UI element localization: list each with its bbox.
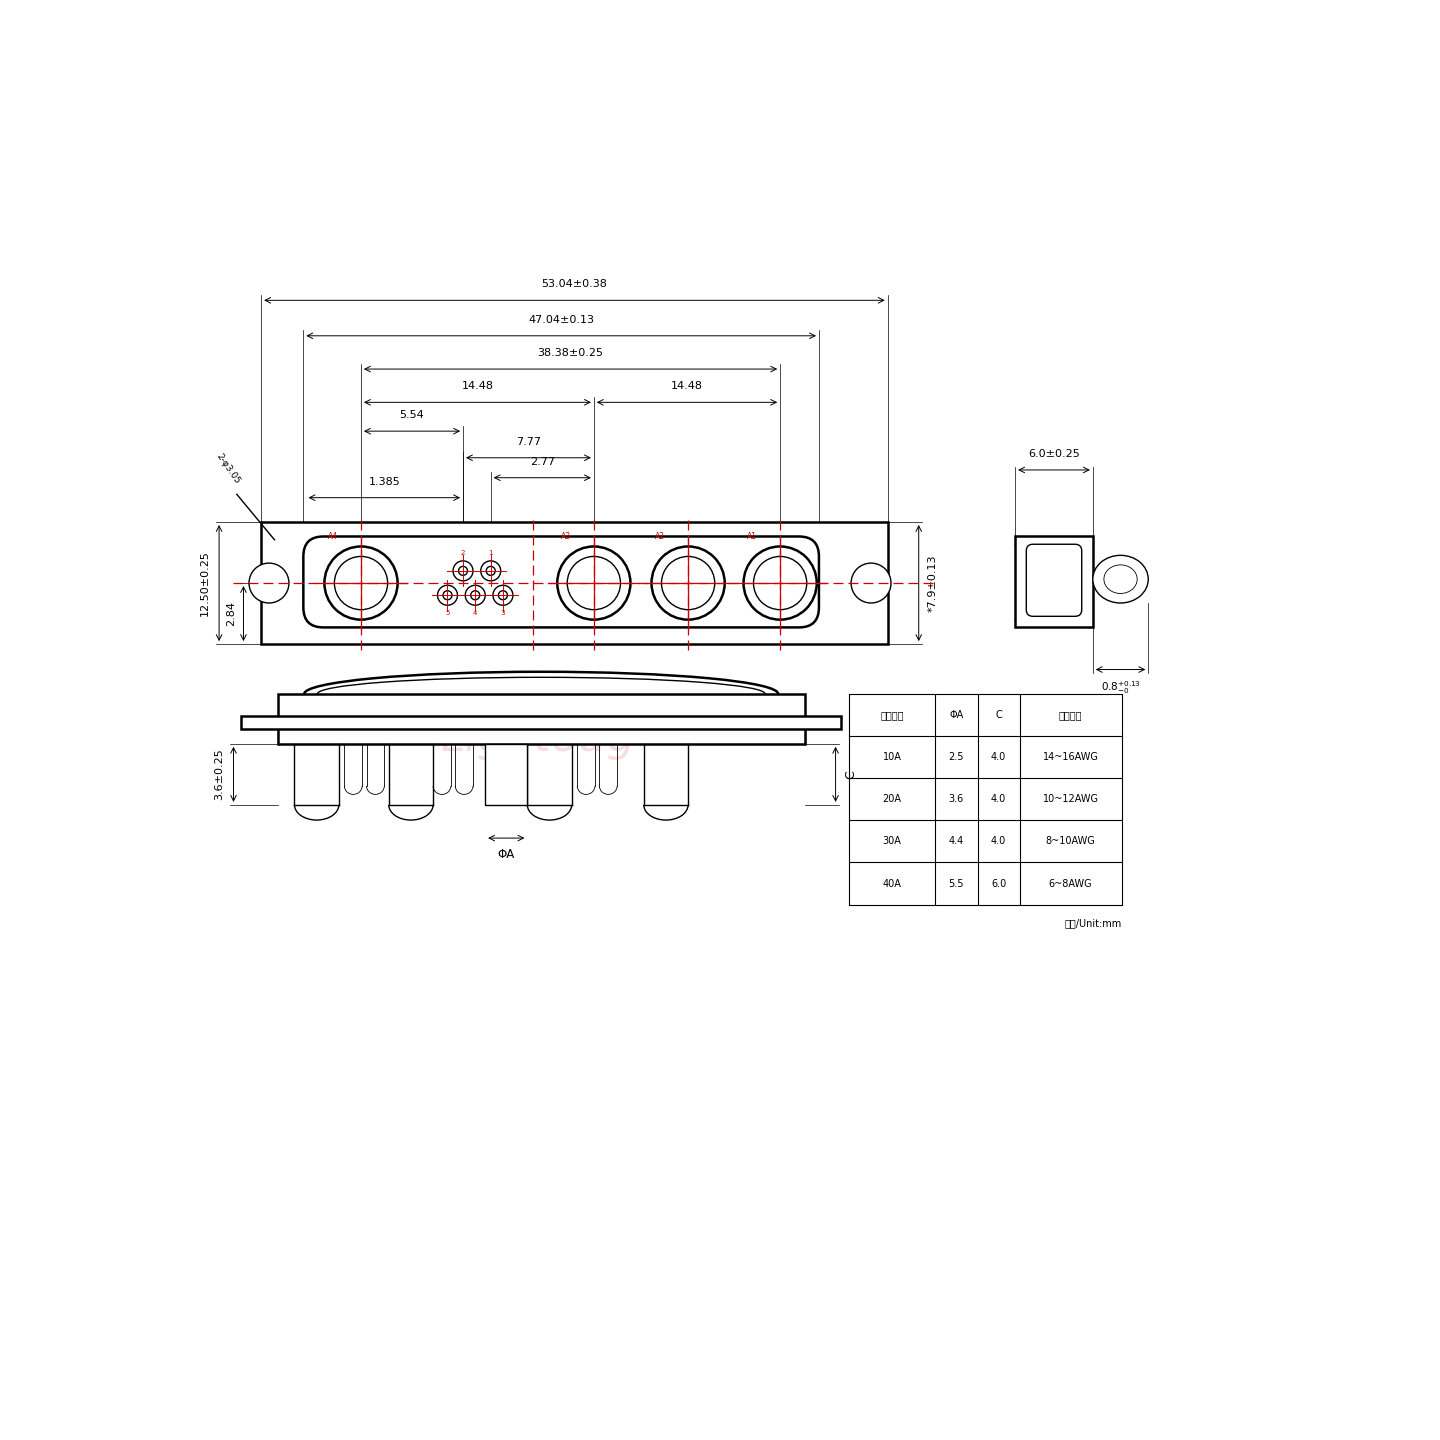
Text: 2.5: 2.5 bbox=[949, 752, 965, 762]
Text: 6.0: 6.0 bbox=[991, 878, 1007, 888]
Text: 1.385: 1.385 bbox=[369, 477, 400, 487]
Text: C: C bbox=[995, 710, 1002, 720]
Circle shape bbox=[481, 560, 501, 580]
Text: 单位/Unit:mm: 单位/Unit:mm bbox=[1064, 917, 1122, 927]
Text: 6.0±0.25: 6.0±0.25 bbox=[1028, 449, 1080, 459]
Circle shape bbox=[753, 556, 806, 609]
Circle shape bbox=[454, 560, 472, 580]
Text: 线材规格: 线材规格 bbox=[1058, 710, 1083, 720]
Text: A4: A4 bbox=[328, 531, 338, 541]
Text: 47.04±0.13: 47.04±0.13 bbox=[528, 315, 595, 324]
Circle shape bbox=[471, 590, 480, 599]
Circle shape bbox=[661, 556, 714, 609]
Text: 3.6±0.25: 3.6±0.25 bbox=[215, 749, 225, 801]
Circle shape bbox=[492, 585, 513, 605]
Text: 6~8AWG: 6~8AWG bbox=[1048, 878, 1093, 888]
Text: 12.50±0.25: 12.50±0.25 bbox=[200, 550, 210, 616]
Circle shape bbox=[851, 563, 891, 603]
Text: Lightoug: Lightoug bbox=[441, 550, 636, 593]
Text: A1: A1 bbox=[747, 531, 757, 541]
Circle shape bbox=[249, 563, 289, 603]
Text: A3: A3 bbox=[560, 531, 570, 541]
Text: 2-φ3.05: 2-φ3.05 bbox=[215, 452, 242, 485]
Circle shape bbox=[557, 546, 631, 619]
Text: 38.38±0.25: 38.38±0.25 bbox=[537, 348, 603, 359]
Text: 4.0: 4.0 bbox=[991, 752, 1007, 762]
Text: 2: 2 bbox=[461, 550, 465, 556]
Text: *7.9±0.13: *7.9±0.13 bbox=[927, 554, 937, 612]
Circle shape bbox=[334, 556, 387, 609]
Text: 5.54: 5.54 bbox=[400, 410, 425, 420]
Text: 4.4: 4.4 bbox=[949, 837, 963, 847]
Text: 4: 4 bbox=[472, 609, 478, 616]
Circle shape bbox=[651, 546, 724, 619]
Text: ΦA: ΦA bbox=[949, 710, 963, 720]
Text: 额定电流: 额定电流 bbox=[880, 710, 904, 720]
Text: 14.48: 14.48 bbox=[671, 382, 703, 392]
Text: 53.04±0.38: 53.04±0.38 bbox=[541, 279, 608, 289]
Circle shape bbox=[743, 546, 816, 619]
Text: 7.77: 7.77 bbox=[516, 436, 541, 446]
Text: Lightoug: Lightoug bbox=[441, 717, 636, 760]
Text: 10A: 10A bbox=[883, 752, 901, 762]
Text: 4.0: 4.0 bbox=[991, 837, 1007, 847]
Text: 14.48: 14.48 bbox=[461, 382, 494, 392]
Text: A2: A2 bbox=[655, 531, 665, 541]
Text: 5: 5 bbox=[445, 609, 449, 616]
Bar bbox=[485, 744, 527, 805]
Bar bbox=[278, 694, 805, 744]
Circle shape bbox=[465, 585, 485, 605]
Text: 2.77: 2.77 bbox=[530, 456, 554, 467]
Ellipse shape bbox=[1104, 564, 1138, 593]
Text: ΦA: ΦA bbox=[498, 848, 516, 861]
Circle shape bbox=[324, 546, 397, 619]
FancyBboxPatch shape bbox=[304, 537, 819, 628]
FancyBboxPatch shape bbox=[1027, 544, 1081, 616]
Text: 10~12AWG: 10~12AWG bbox=[1043, 795, 1099, 805]
Bar bbox=[242, 716, 841, 730]
Text: 0.8$^{+0.13}_{-0}$: 0.8$^{+0.13}_{-0}$ bbox=[1100, 680, 1140, 697]
Text: 1: 1 bbox=[488, 550, 492, 556]
Text: 4.0: 4.0 bbox=[991, 795, 1007, 805]
Bar bbox=[1015, 537, 1093, 628]
Bar bbox=[261, 523, 887, 644]
Text: 14~16AWG: 14~16AWG bbox=[1043, 752, 1099, 762]
Text: 8~10AWG: 8~10AWG bbox=[1045, 837, 1096, 847]
Text: 5.5: 5.5 bbox=[949, 878, 965, 888]
Text: 40A: 40A bbox=[883, 878, 901, 888]
Circle shape bbox=[487, 566, 495, 576]
Circle shape bbox=[458, 566, 468, 576]
Circle shape bbox=[498, 590, 507, 599]
Text: 3: 3 bbox=[501, 609, 505, 616]
Circle shape bbox=[567, 556, 621, 609]
Ellipse shape bbox=[1093, 556, 1148, 603]
Text: 3.6: 3.6 bbox=[949, 795, 963, 805]
Text: 2.84: 2.84 bbox=[226, 600, 236, 626]
Text: C: C bbox=[844, 770, 857, 779]
Circle shape bbox=[438, 585, 458, 605]
Text: 20A: 20A bbox=[883, 795, 901, 805]
Circle shape bbox=[444, 590, 452, 599]
Text: 30A: 30A bbox=[883, 837, 901, 847]
